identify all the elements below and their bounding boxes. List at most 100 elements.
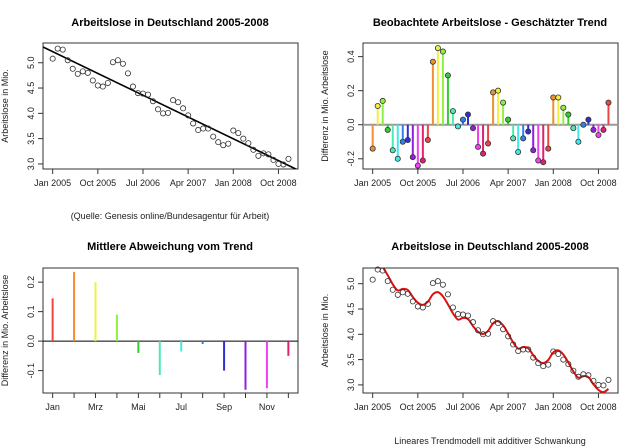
residual-point — [379, 97, 386, 104]
data-point — [124, 70, 131, 77]
data-point — [175, 99, 182, 106]
data-point — [399, 289, 406, 296]
data-point — [160, 110, 167, 117]
data-point — [205, 125, 212, 132]
data-point — [434, 278, 441, 285]
y-axis-label: Arbeitslose in Mio. — [320, 294, 330, 368]
y-tick-label: 3.0 — [26, 158, 36, 171]
data-point — [69, 65, 76, 72]
x-tick-label: Jan 2008 — [535, 402, 572, 412]
residual-point — [470, 125, 477, 132]
residual-point — [535, 157, 542, 164]
data-point — [495, 320, 502, 327]
chart-1-title: Arbeitslose in Deutschland 2005-2008 — [71, 17, 268, 29]
chart-4-title: Arbeitslose in Deutschland 2005-2008 — [391, 241, 588, 253]
data-point — [535, 360, 542, 367]
residual-point — [505, 116, 512, 123]
residual-point — [439, 48, 446, 55]
data-point — [265, 151, 272, 158]
data-point — [119, 60, 126, 67]
data-point — [245, 140, 252, 147]
residual-point — [495, 87, 502, 94]
x-tick-label: Oct 2008 — [580, 178, 617, 188]
y-tick-label: 0.0 — [346, 118, 356, 131]
x-tick-label: Mrz — [88, 402, 103, 412]
data-point — [505, 333, 512, 340]
residual-point — [575, 138, 582, 145]
data-point — [59, 46, 66, 53]
y-tick-label: 4.5 — [26, 82, 36, 95]
data-point — [230, 127, 237, 134]
data-point — [84, 69, 91, 76]
data-point — [459, 311, 466, 318]
data-point — [185, 112, 192, 119]
y-axis-label: Arbeitslose in Mio. — [0, 69, 10, 143]
residual-point — [520, 135, 527, 142]
y-tick-label: 5.0 — [346, 277, 356, 290]
residual-point — [595, 131, 602, 138]
data-point — [200, 125, 207, 132]
data-point — [449, 304, 456, 311]
data-point — [404, 290, 411, 297]
plot-frame — [42, 267, 299, 394]
data-point — [104, 79, 111, 86]
data-point — [215, 139, 222, 146]
data-point — [275, 160, 282, 167]
residual-point — [530, 147, 537, 154]
y-tick-label: 4.0 — [26, 107, 36, 120]
residual-point — [449, 108, 456, 115]
chart-3-title: Mittlere Abweichung vom Trend — [87, 241, 253, 253]
x-tick-label: Apr 2007 — [170, 178, 207, 188]
y-tick-label: 3.5 — [346, 353, 356, 366]
data-point — [565, 361, 572, 368]
data-point — [510, 341, 517, 348]
data-point — [525, 346, 532, 353]
residual-point — [384, 126, 391, 133]
x-tick-label: Jan — [45, 402, 60, 412]
residual-point — [409, 154, 416, 161]
data-point — [195, 127, 202, 134]
data-point — [394, 291, 401, 298]
residual-point — [560, 104, 567, 111]
residual-point — [550, 94, 557, 101]
residual-point — [510, 135, 517, 142]
x-tick-label: Sep — [216, 402, 232, 412]
fitted-curve — [382, 268, 610, 393]
residual-point — [429, 58, 436, 65]
data-point — [585, 372, 592, 379]
data-point — [590, 377, 597, 384]
residual-point — [500, 99, 507, 106]
residual-point — [424, 137, 431, 144]
chart-2-panel: -0.2 0.0 0.2 0.4 Differenz in Mio. Arbeitslo… — [320, 42, 619, 188]
residual-point — [369, 145, 376, 152]
x-tick-label: Jan 2005 — [354, 178, 391, 188]
y-tick-label: 0.1 — [26, 305, 36, 318]
x-tick-label: Apr 2007 — [490, 402, 527, 412]
data-point — [155, 106, 162, 113]
x-tick-label: Apr 2007 — [490, 178, 527, 188]
y-tick-label: 4.5 — [346, 303, 356, 316]
data-point — [379, 267, 386, 274]
chart-3-panel: -0.1 0.0 0.1 0.2 Differenz in Mio. Arbeitslo… — [0, 267, 299, 412]
data-point — [409, 298, 416, 305]
data-point — [74, 70, 81, 77]
data-point — [280, 161, 287, 168]
data-point — [369, 276, 376, 283]
chart-4-xlabel: Lineares Trendmodell mit additiver Schwa… — [394, 436, 586, 446]
x-tick-label: Oct 2008 — [580, 402, 617, 412]
residual-point — [399, 138, 406, 145]
x-tick-label: Oct 2005 — [80, 178, 117, 188]
residual-point — [565, 111, 572, 118]
x-tick-label: Jul 2006 — [446, 178, 480, 188]
data-point — [439, 281, 446, 288]
data-point — [250, 146, 257, 153]
residual-point — [434, 45, 441, 52]
data-point — [270, 156, 277, 163]
plot-frame — [362, 267, 619, 394]
residual-point — [374, 103, 381, 110]
y-tick-label: 4.0 — [346, 328, 356, 341]
x-tick-label: Nov — [259, 402, 276, 412]
x-tick-label: Jan 2005 — [354, 402, 391, 412]
y-tick-label: 0.2 — [346, 84, 356, 97]
